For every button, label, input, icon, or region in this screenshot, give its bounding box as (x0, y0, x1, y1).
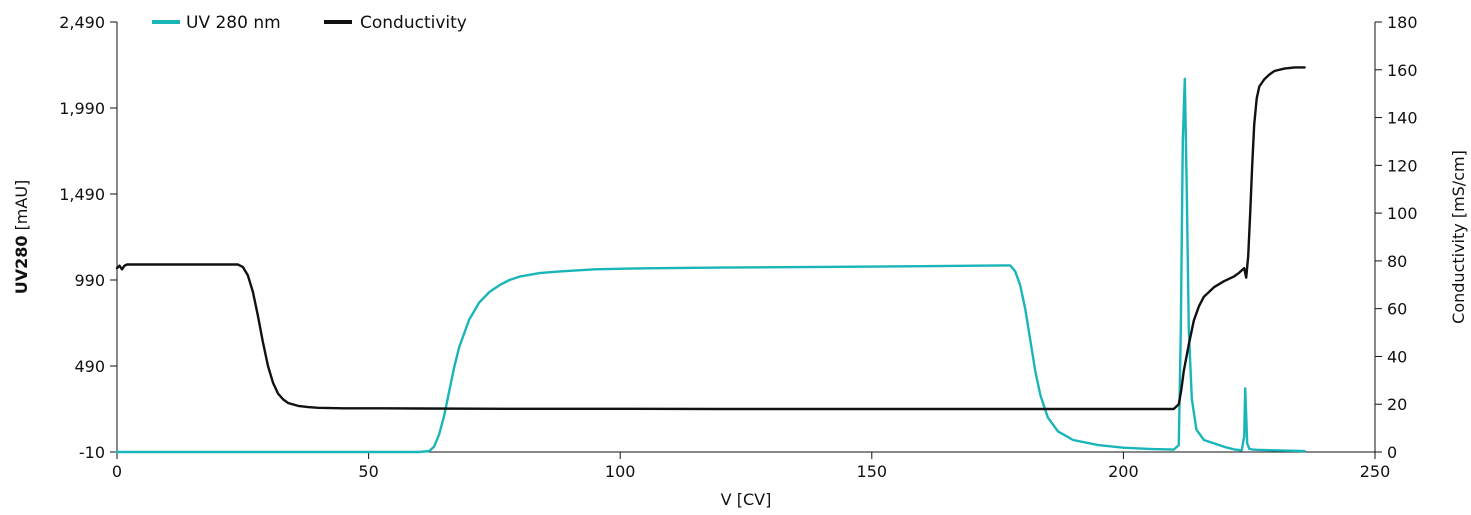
x-tick-label: 100 (605, 462, 636, 481)
y-left-axis-title: UV280 [mAU] (12, 180, 31, 295)
y-right-ticks: 0 20 40 60 80 100 120 140 160 180 (1375, 13, 1418, 462)
x-tick-label: 250 (1360, 462, 1391, 481)
y-right-tick-label: 20 (1387, 395, 1407, 414)
conductivity-series-line (115, 66, 1306, 411)
y-left-tick-label: 1,990 (59, 99, 105, 118)
y-right-tick-label: 100 (1387, 204, 1418, 223)
y-left-tick-label: -10 (79, 443, 105, 462)
y-left-axis-title-bold: UV280 (12, 236, 31, 295)
y-right-tick-label: 160 (1387, 61, 1418, 80)
x-ticks: 0 50 100 150 200 250 (112, 452, 1390, 481)
y-left-axis-title-unit: [mAU] (12, 180, 31, 236)
x-tick-label: 150 (857, 462, 888, 481)
y-left-ticks: -10 490 990 1,490 1,990 2,490 (59, 13, 117, 462)
y-right-tick-label: 0 (1387, 443, 1397, 462)
y-left-tick-label: 490 (74, 357, 105, 376)
y-left-tick-label: 990 (74, 271, 105, 290)
legend-label-uv: UV 280 nm (186, 13, 281, 33)
uv280-series-line (115, 77, 1306, 454)
x-axis-title: V [CV] (721, 490, 772, 509)
plot-area: 0 50 100 150 200 250 -104909901,4901,9902,490… (59, 13, 1417, 481)
y-left-tick-label: 1,490 (59, 185, 105, 204)
x-tick-label: 200 (1108, 462, 1139, 481)
legend: UV 280 nm Conductivity (152, 13, 467, 33)
y-right-tick-label: 60 (1387, 300, 1407, 319)
x-tick-label: 50 (358, 462, 378, 481)
y-right-tick-label: 180 (1387, 13, 1418, 32)
y-right-tick-label: 80 (1387, 252, 1407, 271)
x-tick-label: 0 (112, 462, 122, 481)
y-left-tick-label: 2,490 (59, 13, 105, 32)
legend-label-conductivity: Conductivity (360, 13, 467, 33)
y-right-tick-label: 120 (1387, 156, 1418, 175)
y-right-tick-label: 40 (1387, 347, 1407, 366)
y-right-tick-label: 140 (1387, 109, 1418, 128)
series-lines (115, 66, 1306, 454)
y-right-axis-title: Conductivity [mS/cm] (1449, 150, 1468, 324)
